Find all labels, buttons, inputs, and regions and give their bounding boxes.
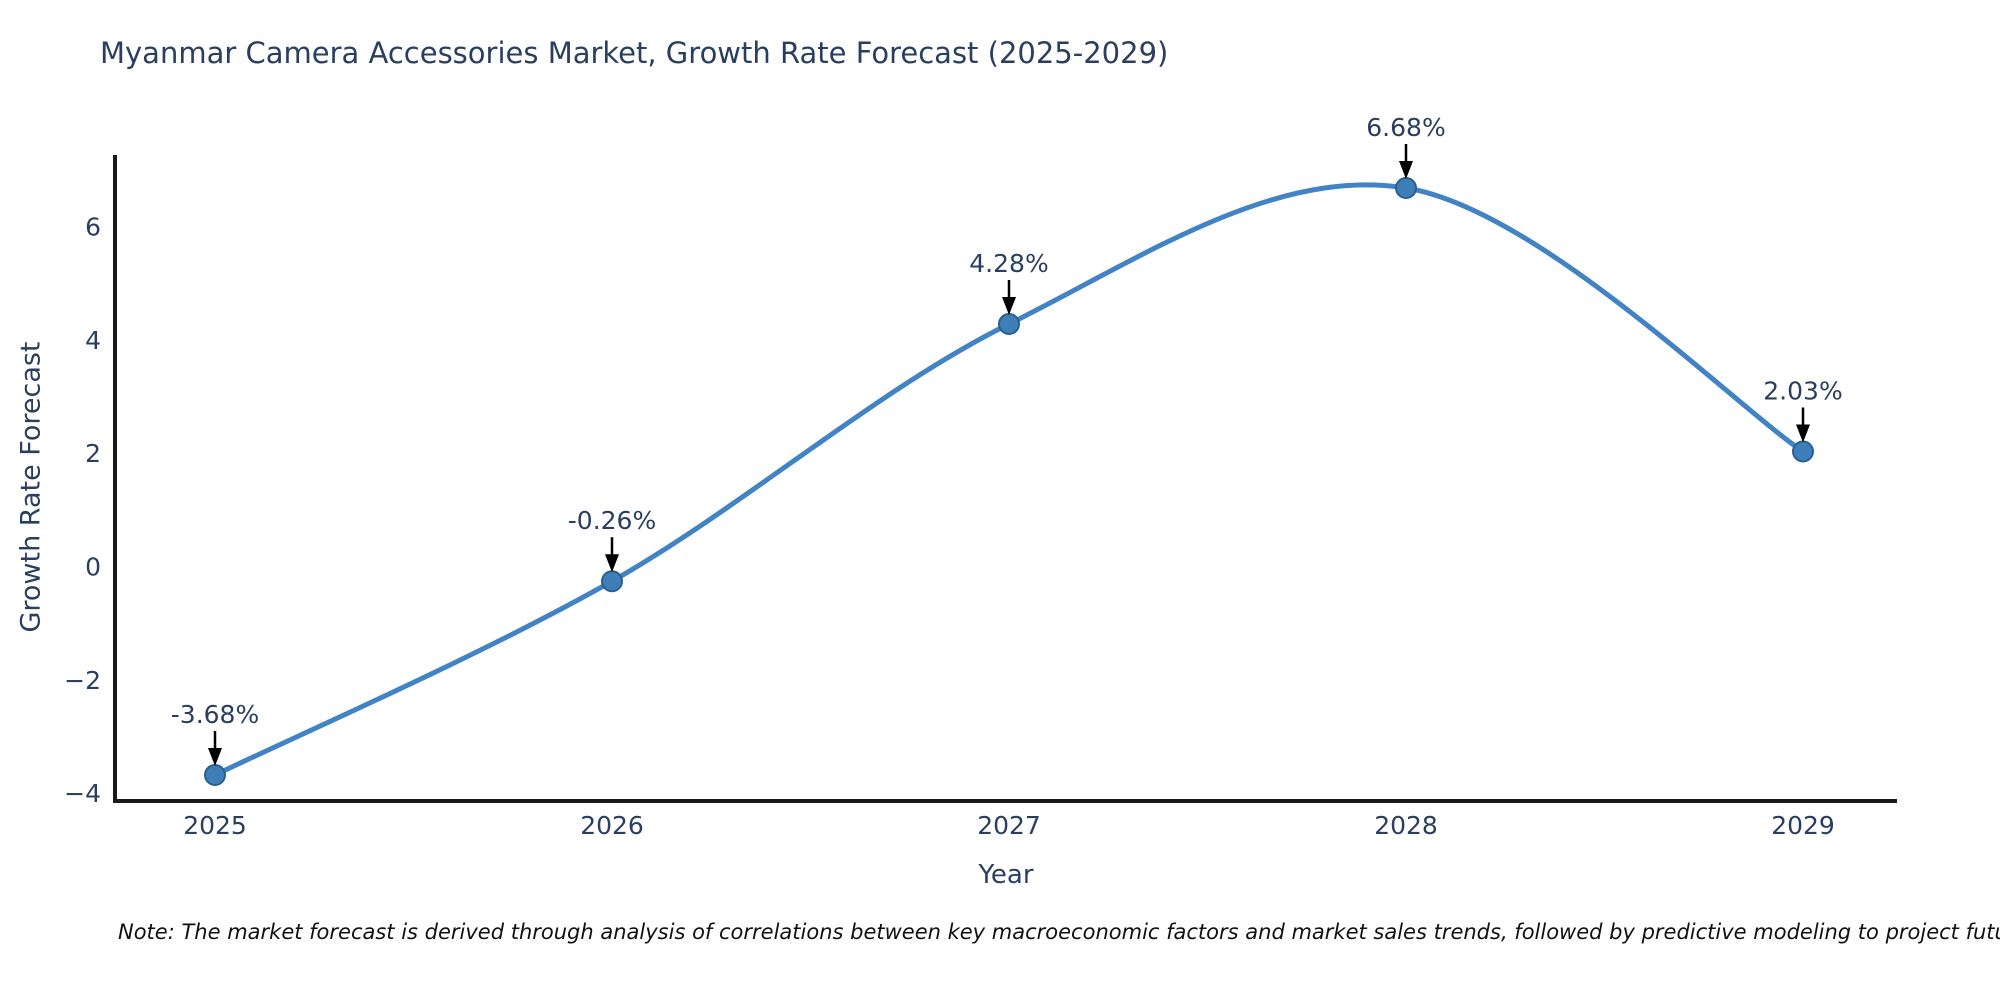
x-tick-label: 2028 (1374, 811, 1438, 840)
y-tick-label: 0 (85, 553, 101, 582)
data-point-marker (1395, 177, 1417, 200)
y-tick-label: −2 (64, 666, 101, 695)
y-tick-label: 2 (85, 439, 101, 468)
footnote: Note: The market forecast is derived thr… (118, 920, 2000, 944)
annotation-arrowhead (1796, 424, 1810, 443)
annotation-arrowhead (208, 748, 222, 767)
x-axis-title: Year (978, 860, 1034, 890)
annotation-label: 6.68% (1366, 113, 1445, 142)
x-tick-label: 2026 (580, 811, 644, 840)
annotation-label: -0.26% (568, 506, 656, 535)
y-tick-label: −4 (64, 779, 101, 808)
x-tick-label: 2029 (1771, 811, 1835, 840)
annotation-label: 4.28% (969, 249, 1048, 278)
x-tick-label: 2025 (183, 811, 247, 840)
annotation-label: -3.68% (171, 700, 259, 729)
annotation-arrowhead (605, 554, 619, 573)
y-tick-label: 6 (85, 213, 101, 242)
x-tick-label: 2027 (977, 811, 1041, 840)
data-point-marker (601, 570, 623, 593)
data-point-marker (204, 764, 226, 787)
data-point-marker (998, 312, 1020, 335)
annotation-label: 2.03% (1763, 376, 1842, 405)
data-point-marker (1792, 440, 1814, 463)
annotation-arrowhead (1399, 161, 1413, 180)
y-tick-label: 4 (85, 326, 101, 355)
chart-title: Myanmar Camera Accessories Market, Growt… (100, 36, 1169, 70)
annotation-arrowhead (1002, 296, 1016, 315)
